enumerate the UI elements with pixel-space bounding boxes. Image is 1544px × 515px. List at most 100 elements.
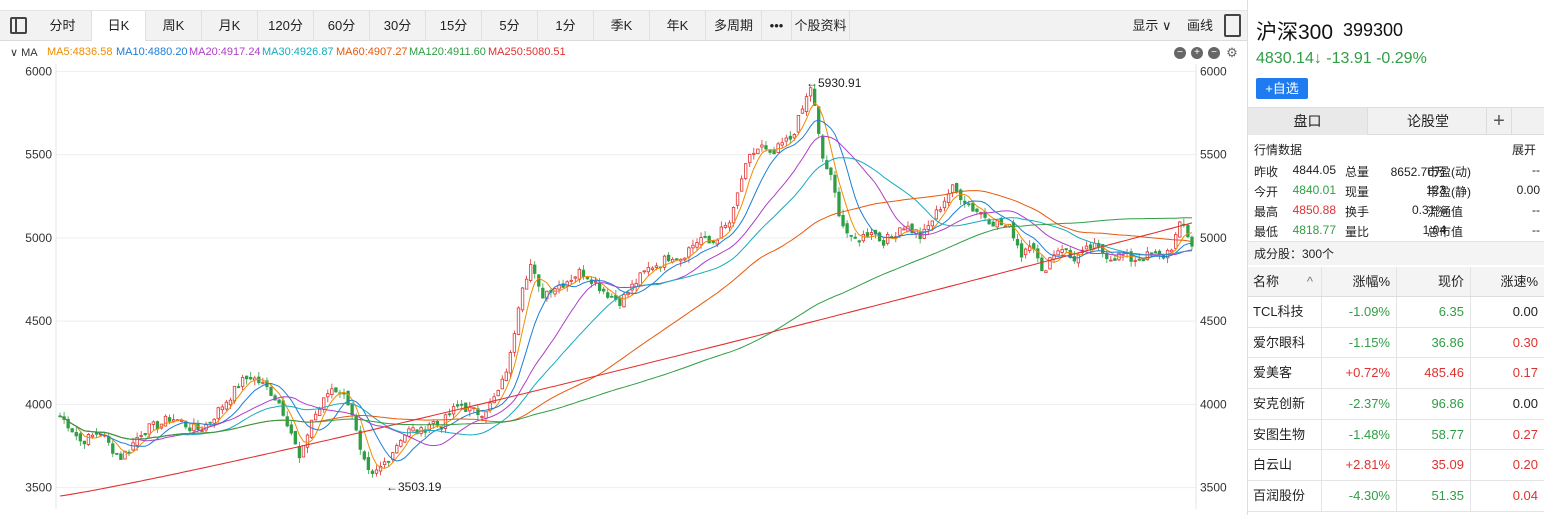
- market-data-grid: 昨收 4844.05 总量 8652.70万 市盈(动) -- 今开 4840.01 现量 123…: [1248, 160, 1544, 240]
- table-cell-name: 爱尔眼科: [1248, 327, 1322, 358]
- settings-gear-icon[interactable]: ⚙: [1226, 45, 1238, 60]
- table-cell-name: TCL科技: [1248, 297, 1322, 327]
- y-tick-label-left: 5000: [25, 231, 52, 245]
- table-row[interactable]: 爱尔眼科 -1.15% 36.86 0.30: [1248, 327, 1544, 359]
- table-cell-speed: 0.27: [1512, 426, 1538, 442]
- table-row[interactable]: TCL科技 -1.09% 6.35 0.00: [1248, 297, 1544, 328]
- period-tab[interactable]: 60分: [314, 11, 370, 41]
- col-speed-header[interactable]: 涨速%: [1500, 274, 1538, 289]
- table-row[interactable]: 白云山 +2.81% 35.09 0.20: [1248, 450, 1544, 482]
- period-tab[interactable]: 个股资料: [792, 11, 850, 41]
- candle-body: [78, 433, 82, 442]
- candle-body: [289, 424, 293, 434]
- table-cell-chg: -1.09%: [1322, 297, 1397, 327]
- draw-line-button[interactable]: 画线: [1186, 18, 1213, 33]
- display-menu-button[interactable]: 显示 ∨: [1132, 18, 1172, 33]
- col-change-header[interactable]: 涨幅%: [1322, 267, 1397, 296]
- y-tick-label-left: 3500: [25, 481, 52, 495]
- table-cell-price: 485.46: [1397, 358, 1471, 389]
- right-panel-toggle-icon[interactable]: [1224, 14, 1241, 37]
- period-tab[interactable]: 日K: [92, 11, 146, 41]
- candle-body: [808, 87, 813, 97]
- candle-body: [293, 431, 298, 445]
- candle-body: [431, 421, 435, 424]
- add-watchlist-button[interactable]: +自选: [1256, 78, 1308, 99]
- candle-body: [865, 232, 870, 237]
- candle-body: [94, 432, 99, 435]
- candle-body: [1186, 224, 1190, 238]
- candle-body: [825, 160, 829, 170]
- period-tab[interactable]: 年K: [650, 11, 706, 41]
- ma-line: [59, 157, 1193, 440]
- candle-body: [1137, 258, 1141, 261]
- candle-body: [1178, 221, 1182, 238]
- candle-body: [837, 191, 841, 217]
- candle-body: [200, 430, 204, 432]
- instrument-code: 399300: [1343, 20, 1404, 40]
- panel-toggle-icon[interactable]: [10, 17, 27, 34]
- ma-toggle[interactable]: ∨ MA: [10, 47, 38, 59]
- zoom-out-icon[interactable]: −: [1174, 47, 1186, 59]
- zoom-in-icon[interactable]: +: [1191, 47, 1203, 59]
- candle-body: [719, 226, 724, 239]
- period-tab[interactable]: 周K: [146, 11, 202, 41]
- period-tab[interactable]: 多周期: [706, 11, 762, 41]
- col-name-header[interactable]: 名称 ^: [1248, 267, 1322, 296]
- market-data-label: 换手: [1345, 205, 1370, 219]
- candle-body: [739, 178, 744, 192]
- candle-body: [1084, 245, 1089, 250]
- period-tab[interactable]: 15分: [426, 11, 482, 41]
- market-data-label: 总量: [1345, 165, 1370, 179]
- candle-body: [715, 239, 719, 245]
- candle-body: [224, 401, 229, 410]
- candle-body: [119, 453, 123, 460]
- candle-body: [744, 163, 748, 179]
- candle-body: [593, 280, 598, 283]
- candle-body: [886, 234, 890, 244]
- constituents-table: 名称 ^ 涨幅% 现价 涨速% TCL科技 -1.09% 6.35 0.00 爱尔眼科 -…: [1248, 267, 1544, 512]
- candle-body: [524, 278, 529, 290]
- collapse-icon[interactable]: −: [1208, 47, 1220, 59]
- ma-line: [59, 217, 1193, 440]
- candle-body: [236, 386, 241, 389]
- table-cell-name: 安克创新: [1248, 389, 1322, 419]
- table-cell-price: 36.86: [1397, 327, 1471, 358]
- candle-body: [1068, 250, 1072, 258]
- period-tab[interactable]: 30分: [370, 11, 426, 41]
- candle-body: [735, 192, 740, 206]
- tab-pankou[interactable]: 盘口: [1248, 108, 1368, 135]
- period-tab[interactable]: 分时: [34, 11, 92, 41]
- table-row[interactable]: 百润股份 -4.30% 51.35 0.04: [1248, 481, 1544, 512]
- period-tab[interactable]: 120分: [258, 11, 314, 41]
- candle-body: [606, 292, 610, 298]
- ma-line: [59, 102, 1193, 469]
- candle-body: [642, 270, 646, 273]
- period-tab[interactable]: •••: [762, 11, 792, 41]
- sort-caret-icon[interactable]: ^: [1306, 274, 1313, 289]
- candle-body: [991, 221, 995, 227]
- period-tab[interactable]: 季K: [594, 11, 650, 41]
- candle-body: [281, 400, 285, 416]
- col-price-header[interactable]: 现价: [1397, 267, 1471, 296]
- period-tab[interactable]: 月K: [202, 11, 258, 41]
- candle-body: [484, 411, 488, 419]
- table-row[interactable]: 爱美客 +0.72% 485.46 0.17: [1248, 358, 1544, 390]
- candle-body: [622, 294, 626, 308]
- candle-body: [309, 419, 314, 438]
- candle-body: [877, 232, 882, 242]
- candle-body: [748, 154, 752, 164]
- expand-button[interactable]: 展开: [1511, 143, 1536, 157]
- kline-chart[interactable]: 6000 6000 5500 5500 5000 5000 4500 4500 4000 4000…: [0, 64, 1247, 515]
- candle-body: [537, 274, 541, 287]
- candle-body: [646, 267, 650, 273]
- instrument-quote: 4830.14↓ -13.91 -0.29%: [1256, 50, 1427, 67]
- ma-legend: ∨ MA MA5:4836.58 MA10:4880.20 MA20:4917.24…: [0, 44, 1247, 62]
- tab-lungutang[interactable]: 论股堂: [1407, 113, 1449, 129]
- add-tab-button[interactable]: +: [1486, 108, 1512, 135]
- candle-body: [950, 184, 955, 193]
- candle-body: [455, 404, 460, 407]
- table-row[interactable]: 安图生物 -1.48% 58.77 0.27: [1248, 419, 1544, 451]
- period-tab[interactable]: 5分: [482, 11, 538, 41]
- period-tab[interactable]: 1分: [538, 11, 594, 41]
- table-row[interactable]: 安克创新 -2.37% 96.86 0.00: [1248, 389, 1544, 420]
